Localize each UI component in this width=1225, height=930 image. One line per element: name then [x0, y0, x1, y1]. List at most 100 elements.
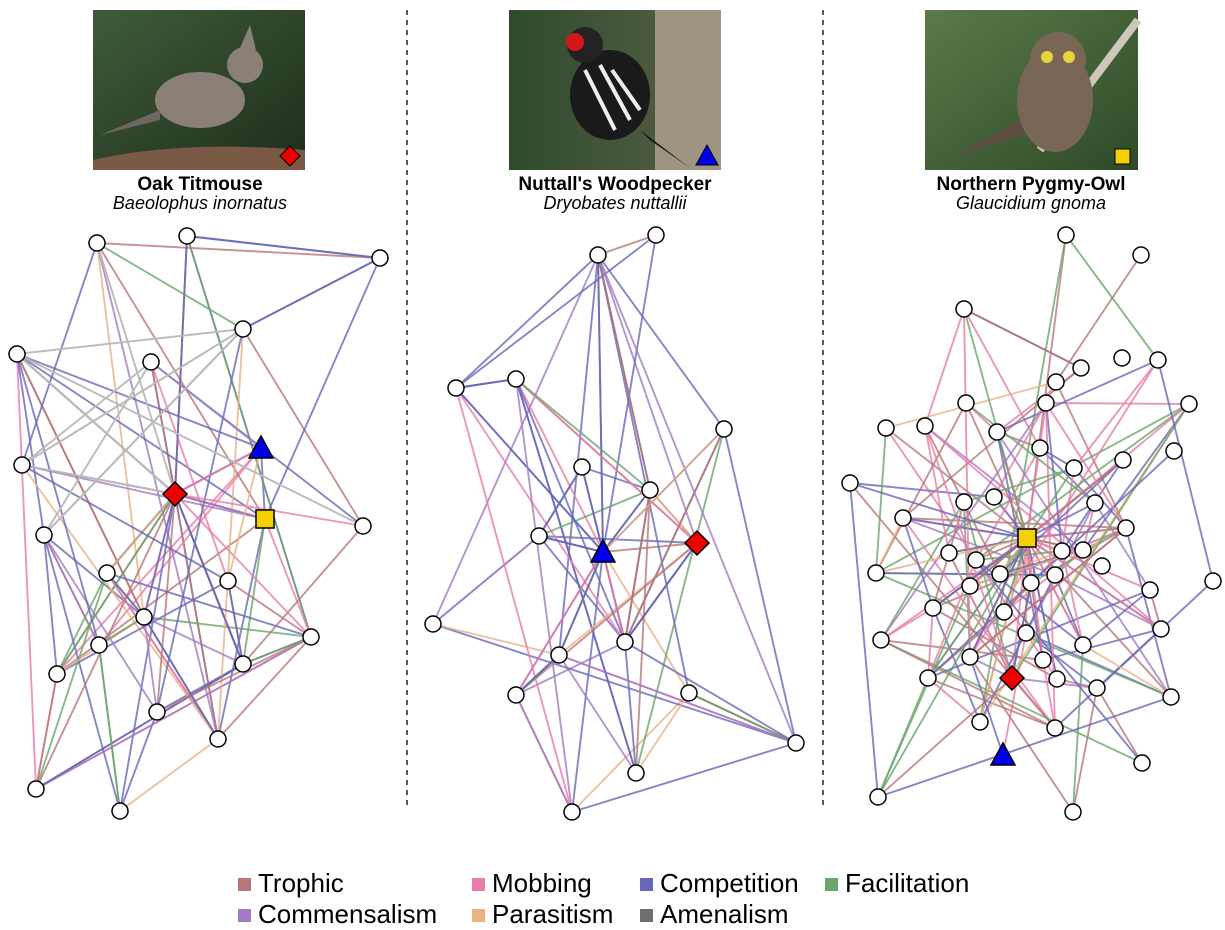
legend-swatch	[472, 878, 485, 891]
interaction-edge	[228, 581, 243, 664]
species-node	[681, 685, 697, 701]
species-node	[14, 457, 30, 473]
species-node	[1153, 621, 1169, 637]
species-node	[1075, 637, 1091, 653]
species-node	[842, 475, 858, 491]
species-node	[372, 250, 388, 266]
species-node	[1038, 395, 1054, 411]
legend-label: Amenalism	[660, 899, 789, 929]
species-node	[628, 765, 644, 781]
species-node	[1163, 689, 1179, 705]
species-node	[1134, 755, 1150, 771]
species-node	[941, 545, 957, 561]
species-node	[989, 424, 1005, 440]
interaction-edge	[157, 637, 311, 712]
species-node	[1181, 396, 1197, 412]
legend-swatch	[640, 878, 653, 891]
species-node	[531, 528, 547, 544]
species-node	[1058, 227, 1074, 243]
interaction-edge	[22, 243, 97, 465]
species-node	[508, 371, 524, 387]
species-node	[99, 565, 115, 581]
species-node	[868, 565, 884, 581]
interaction-edge	[928, 678, 980, 722]
interaction-edge	[1083, 404, 1189, 550]
species-node	[1018, 625, 1034, 641]
species-node	[91, 637, 107, 653]
species-node	[1073, 360, 1089, 376]
scientific-name: Dryobates nuttallii	[543, 193, 687, 213]
legend: TrophicMobbingCompetitionFacilitationCom…	[238, 868, 969, 929]
legend-label: Facilitation	[845, 868, 969, 898]
species-node	[235, 321, 251, 337]
species-node	[574, 459, 590, 475]
interaction-edge	[243, 637, 311, 664]
photo	[93, 10, 305, 170]
species-node	[551, 647, 567, 663]
species-node	[1166, 443, 1182, 459]
species-node	[1075, 542, 1091, 558]
legend-label: Parasitism	[492, 899, 613, 929]
species-node	[1049, 671, 1065, 687]
interaction-edge	[625, 642, 796, 743]
species-node	[920, 670, 936, 686]
interaction-edge	[456, 255, 598, 388]
species-node	[1023, 575, 1039, 591]
species-node	[564, 804, 580, 820]
species-node	[972, 714, 988, 730]
species-node	[355, 518, 371, 534]
species-node	[986, 489, 1002, 505]
species-node	[788, 735, 804, 751]
interaction-edge	[878, 586, 970, 797]
species-node	[1115, 452, 1131, 468]
interaction-edge	[636, 693, 689, 773]
edges	[17, 235, 1213, 812]
interaction-edge	[243, 258, 380, 329]
focal-node-square	[1018, 529, 1036, 547]
species-node	[49, 666, 65, 682]
interaction-edge	[1046, 403, 1189, 404]
species-node	[925, 600, 941, 616]
focal-node-square	[256, 510, 274, 528]
interaction-edge	[603, 543, 697, 552]
interaction-edge	[598, 235, 656, 255]
species-node	[873, 632, 889, 648]
species-node	[642, 482, 658, 498]
interaction-edge	[36, 664, 243, 789]
species-node	[962, 578, 978, 594]
legend-swatch	[472, 909, 485, 922]
interaction-edge	[433, 624, 559, 655]
interaction-edge	[636, 429, 724, 773]
interaction-edge	[559, 255, 598, 655]
interaction-edge	[265, 519, 311, 637]
legend-label: Competition	[660, 868, 799, 898]
network-figure: Oak Titmouse Baeolophus inornatus Nuttal…	[0, 0, 1225, 930]
species-node	[179, 228, 195, 244]
species-node	[1065, 804, 1081, 820]
focal-node-triangle	[991, 743, 1015, 765]
interaction-edge	[99, 645, 120, 811]
legend-swatch	[238, 909, 251, 922]
interaction-edge	[17, 354, 261, 448]
interaction-edge	[964, 309, 1081, 368]
species-node	[1047, 720, 1063, 736]
species-node	[1094, 558, 1110, 574]
species-node	[996, 604, 1012, 620]
species-node	[9, 346, 25, 362]
interaction-edge	[22, 362, 151, 465]
interaction-edge	[433, 624, 796, 743]
species-node	[36, 527, 52, 543]
interaction-edge	[1074, 360, 1158, 468]
interaction-edge	[516, 379, 572, 812]
interaction-edge	[44, 362, 151, 535]
species-node	[617, 634, 633, 650]
scientific-name: Baeolophus inornatus	[113, 193, 287, 213]
species-node	[917, 418, 933, 434]
species-node	[1054, 543, 1070, 559]
legend-label: Mobbing	[492, 868, 592, 898]
species-node	[112, 803, 128, 819]
interaction-edge	[218, 637, 311, 739]
species-node	[28, 781, 44, 797]
interaction-edge	[187, 236, 380, 258]
species-node	[958, 395, 974, 411]
